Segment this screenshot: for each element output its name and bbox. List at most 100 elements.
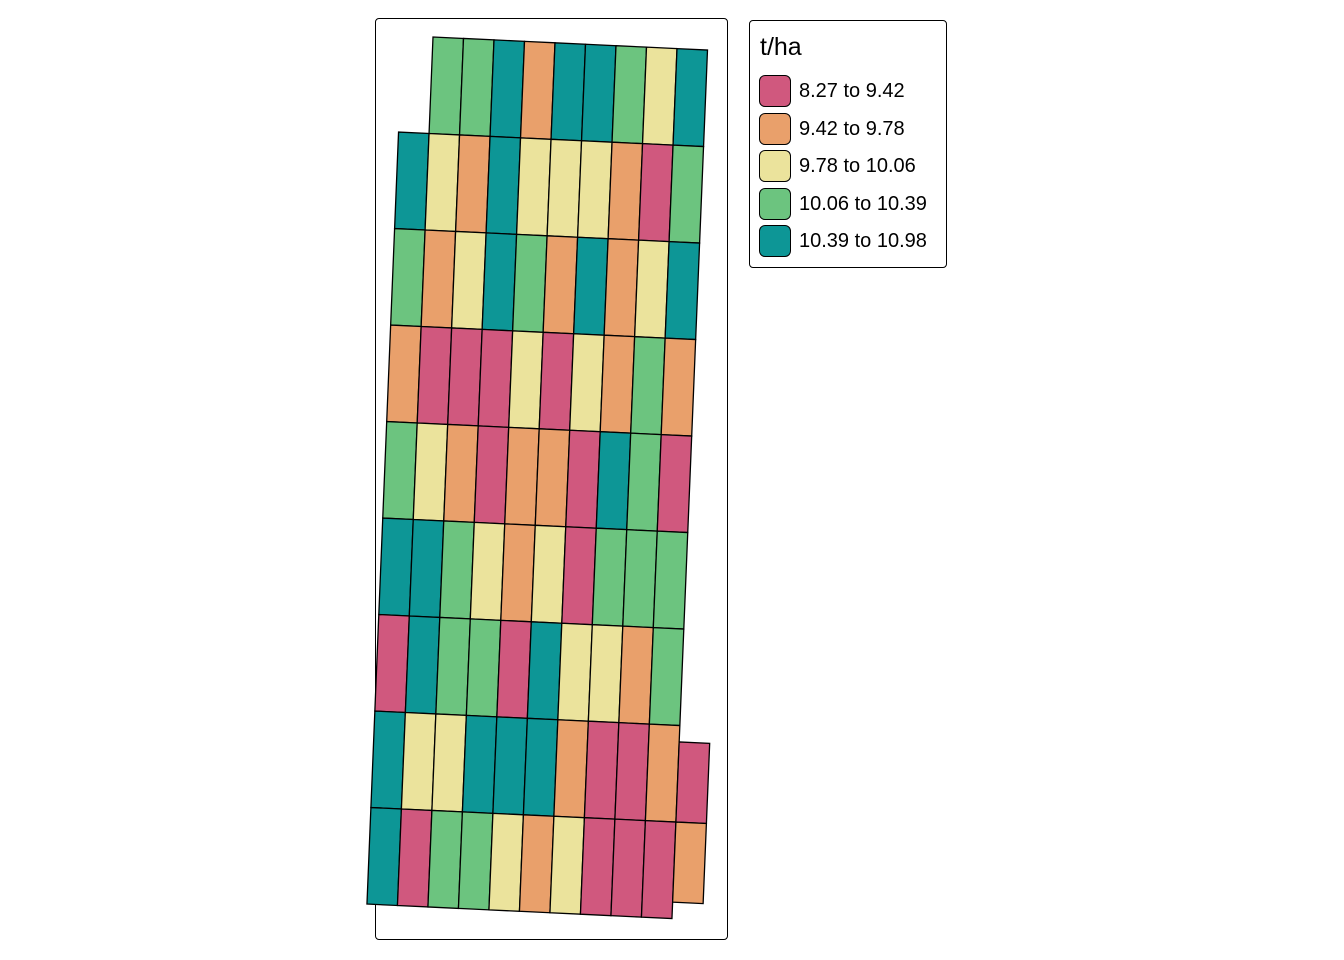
legend-swatch <box>759 188 791 220</box>
field-plot <box>530 524 567 624</box>
field-plot <box>565 429 601 529</box>
field-plot <box>652 530 689 630</box>
legend-label: 10.06 to 10.39 <box>799 193 927 215</box>
field-plot <box>386 324 422 424</box>
legend-label: 8.27 to 9.42 <box>799 80 905 102</box>
field-plot <box>481 232 518 332</box>
field-plot <box>427 809 464 910</box>
field-plot <box>611 45 648 145</box>
field-plot <box>644 723 681 823</box>
field-plot <box>599 334 636 434</box>
field-plot <box>396 808 433 908</box>
field-plot <box>412 422 449 522</box>
field-plot <box>518 814 555 914</box>
field-plot <box>576 140 613 240</box>
legend-swatch <box>759 150 791 182</box>
field-plot <box>637 142 674 243</box>
field-plot <box>672 47 709 148</box>
legend-swatch <box>759 113 791 145</box>
field-plot <box>664 240 701 341</box>
field-plot <box>488 812 525 912</box>
field-plot <box>641 46 678 146</box>
field-plot <box>485 135 522 236</box>
field-plot <box>457 811 494 911</box>
field-plot <box>534 428 571 528</box>
legend-label: 9.42 to 9.78 <box>799 118 905 140</box>
field-plot <box>450 230 487 331</box>
field-plot <box>648 626 685 727</box>
field-plot <box>400 711 437 812</box>
field-plot <box>522 717 559 817</box>
field-plot <box>546 138 583 238</box>
legend-item: 9.78 to 10.06 <box>759 150 939 184</box>
field-plot <box>618 625 654 725</box>
field-plot <box>428 36 465 136</box>
field-plot <box>519 40 556 140</box>
field-plot <box>492 716 529 816</box>
field-plot <box>671 821 708 905</box>
legend-swatch <box>759 225 791 257</box>
field-plot <box>489 39 526 139</box>
field-plot <box>595 431 632 531</box>
legend-label: 10.39 to 10.98 <box>799 230 927 252</box>
field-plot <box>553 719 590 819</box>
field-plot <box>439 520 475 620</box>
field-plot <box>435 616 471 717</box>
legend-item: 9.42 to 9.78 <box>759 113 939 147</box>
field-plot <box>477 328 514 429</box>
field-plot <box>504 426 540 526</box>
field-plot <box>668 144 705 244</box>
field-plot <box>515 137 552 237</box>
field-plot <box>408 518 445 619</box>
field-plot <box>603 238 640 338</box>
field-plot <box>393 131 430 231</box>
field-plot <box>580 43 617 143</box>
field-plot <box>469 521 506 622</box>
field-plot <box>366 806 403 907</box>
field-plot <box>461 714 498 815</box>
field-plot <box>549 815 586 915</box>
field-plot <box>424 132 461 233</box>
field-plot <box>389 227 426 328</box>
field-plot <box>508 330 544 430</box>
field-plot <box>382 420 418 521</box>
field-plot <box>561 526 597 626</box>
legend-title: t/ha <box>760 33 802 61</box>
field-plot <box>443 423 479 524</box>
legend-item: 10.06 to 10.39 <box>759 188 939 222</box>
field-plot <box>675 741 711 825</box>
field-plot <box>591 527 628 627</box>
field-plot <box>526 621 563 721</box>
field-plot <box>660 337 697 437</box>
field-plot <box>610 818 647 918</box>
field-plot <box>640 819 677 920</box>
field-plot <box>465 618 502 718</box>
field-plot <box>607 141 644 241</box>
field-plot <box>538 331 575 431</box>
field-plot <box>626 432 662 532</box>
field-plot <box>458 37 495 138</box>
field-plot <box>542 235 579 335</box>
field-plot <box>633 239 670 339</box>
field-plot <box>622 528 658 629</box>
legend-item: 10.39 to 10.98 <box>759 225 939 259</box>
legend: t/ha 8.27 to 9.42 9.42 to 9.78 9.78 to 1… <box>749 20 947 268</box>
field-plot <box>572 236 609 336</box>
field-plot <box>630 335 666 436</box>
field-plot <box>614 721 651 822</box>
field-plot <box>511 233 548 333</box>
field-plot <box>587 624 624 724</box>
legend-swatch <box>759 75 791 107</box>
field-plot <box>583 720 620 820</box>
field-plot <box>454 134 491 234</box>
map-panel <box>375 18 728 940</box>
field-plot <box>416 325 453 426</box>
field-plot <box>557 622 593 722</box>
field-plot <box>447 327 483 427</box>
field-plot <box>374 613 410 714</box>
field-plot <box>656 433 693 534</box>
field-plot <box>550 42 587 142</box>
field-plot <box>569 333 605 433</box>
field-plot <box>420 229 457 329</box>
